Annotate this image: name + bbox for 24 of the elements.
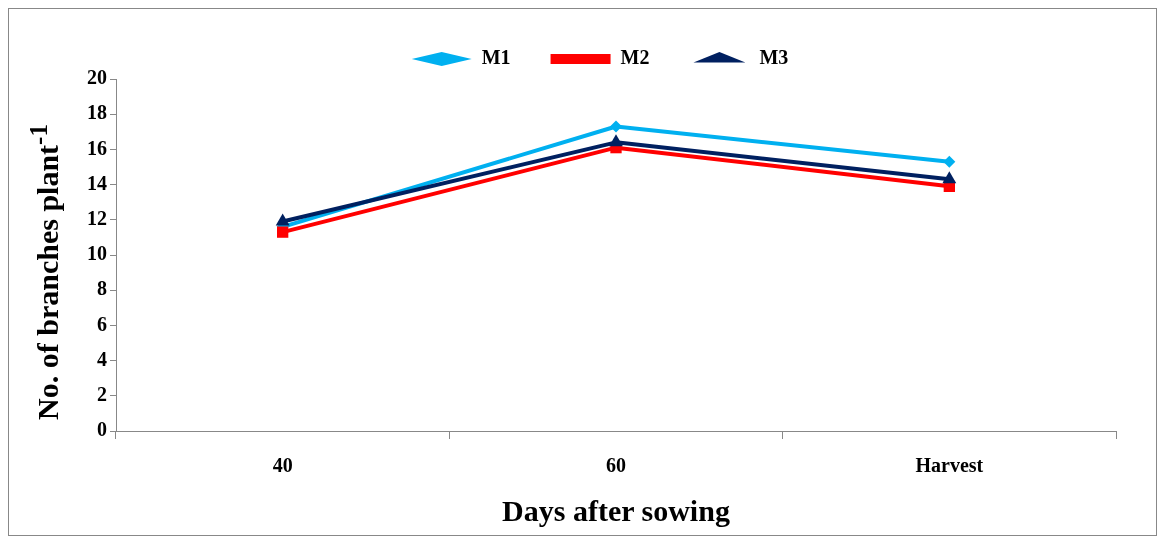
x-tick-label: 60 <box>606 454 626 477</box>
legend-label: M2 <box>620 46 650 69</box>
y-tick-label: 10 <box>87 242 107 265</box>
legend-label: M1 <box>481 46 511 69</box>
point <box>943 155 956 168</box>
y-tick-label: 12 <box>87 206 107 229</box>
y-tick-label: 6 <box>97 312 107 335</box>
point <box>609 134 623 147</box>
y-tick-label: 4 <box>97 347 107 370</box>
y-tick-label: 16 <box>87 136 107 159</box>
x-tick-label: 40 <box>272 454 293 477</box>
y-tick-label: 18 <box>87 101 107 124</box>
y-tick-label: 2 <box>97 382 107 405</box>
point <box>610 120 622 133</box>
point <box>275 213 290 226</box>
point <box>277 226 289 238</box>
y-tick-label: 14 <box>87 171 107 194</box>
y-tick-label: 20 <box>87 66 107 89</box>
point <box>942 171 957 184</box>
y-tick-label: 0 <box>97 418 107 441</box>
y-tick-label: 8 <box>97 277 107 300</box>
x-axis-title: Days after sowing <box>502 493 730 527</box>
x-tick-label: Harvest <box>915 454 984 477</box>
legend-label: M3 <box>759 46 789 69</box>
